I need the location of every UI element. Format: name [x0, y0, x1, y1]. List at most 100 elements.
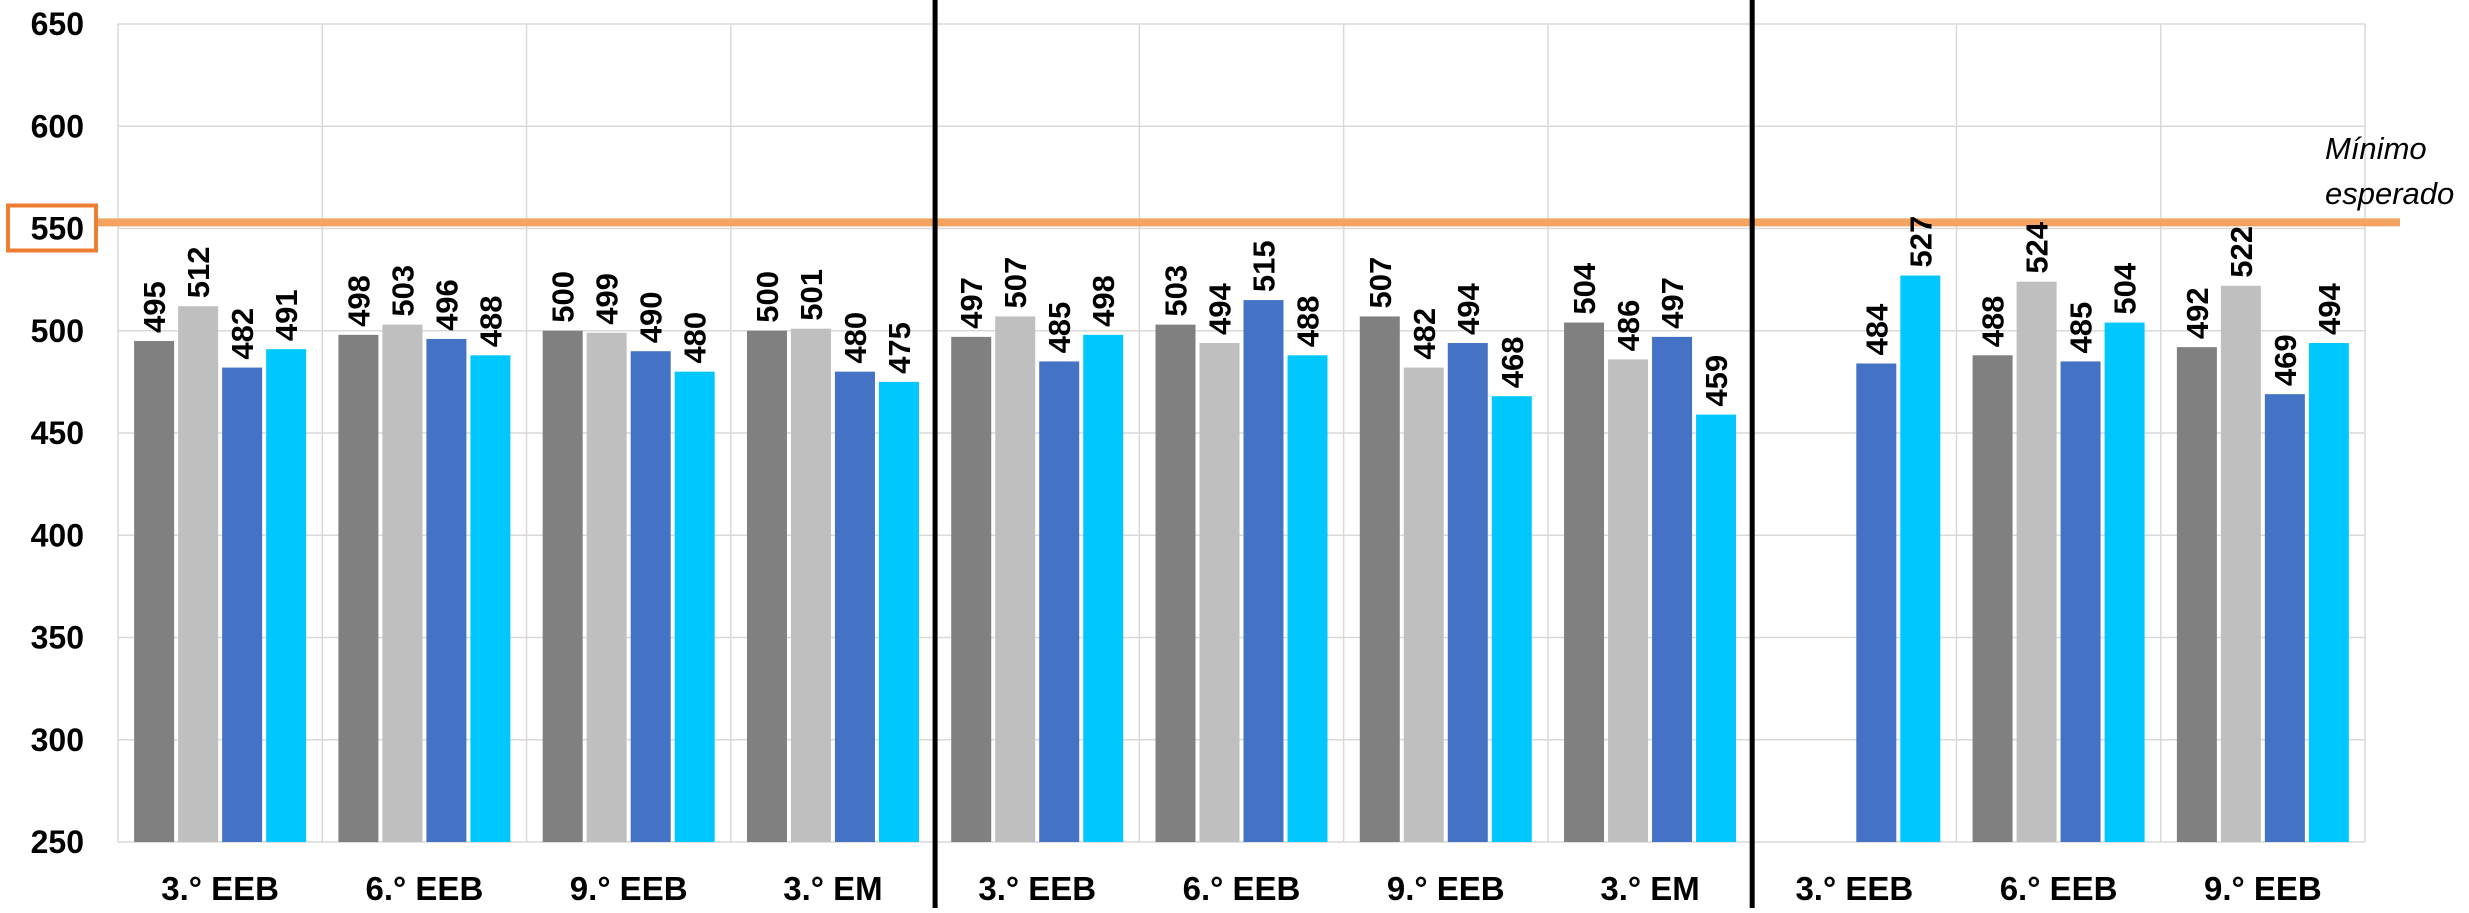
x-category-label: 3.° EEB [978, 870, 1096, 907]
bar [338, 334, 379, 842]
bar [586, 332, 627, 842]
bar-value-label: 512 [181, 246, 216, 298]
bar-value-label: 490 [634, 291, 669, 343]
bar [630, 351, 671, 842]
bar-value-label: 494 [1203, 283, 1238, 335]
y-tick-label: 400 [31, 517, 84, 553]
y-tick-label: 300 [31, 722, 84, 758]
bar [1900, 275, 1941, 842]
highlighted-tick-box [6, 203, 98, 253]
bar [2264, 394, 2305, 842]
bar-value-label: 488 [473, 296, 508, 348]
bar [1972, 355, 2013, 842]
bar [134, 340, 175, 842]
bar [790, 328, 831, 843]
bar [222, 367, 263, 842]
bar-value-label: 503 [385, 265, 420, 317]
bar-value-label: 488 [1291, 296, 1326, 348]
x-category-label: 3.° EM [1600, 870, 1699, 907]
bar [1447, 343, 1488, 842]
bar-value-label: 515 [1247, 240, 1282, 292]
bar [1359, 316, 1400, 842]
bar [1608, 359, 1649, 842]
bar [2016, 281, 2057, 842]
bar-value-label: 480 [678, 312, 713, 364]
bar-value-label: 498 [1086, 275, 1121, 327]
bar-value-label: 504 [2108, 262, 2143, 314]
y-tick-label: 650 [31, 6, 84, 42]
y-tick-label: 500 [31, 313, 84, 349]
threshold-label-line1: Mínimo [2325, 131, 2427, 166]
bar [674, 371, 715, 842]
bar [2308, 343, 2349, 842]
bar [1199, 343, 1240, 842]
bar [1039, 361, 1080, 842]
bar-value-label: 524 [2020, 221, 2055, 273]
bar-value-label: 485 [1042, 302, 1077, 354]
bar-value-label: 492 [2180, 287, 2215, 339]
bar-value-label: 500 [546, 271, 581, 323]
bar-value-label: 497 [954, 277, 989, 329]
x-category-label: 3.° EEB [1795, 870, 1913, 907]
bar-value-label: 491 [269, 289, 304, 341]
bar [1696, 414, 1737, 842]
bar-value-label: 494 [2312, 283, 2347, 335]
bar [542, 330, 583, 842]
bar [1856, 363, 1897, 842]
bar-value-label: 480 [838, 312, 873, 364]
x-category-label: 6.° EEB [2000, 870, 2118, 907]
y-tick-label: 250 [31, 824, 84, 860]
bar-value-label: 496 [429, 279, 464, 331]
bar-value-label: 507 [998, 257, 1033, 309]
separator-layer [932, 0, 1755, 908]
y-tick-label: 450 [31, 415, 84, 451]
bar-value-label: 482 [1407, 308, 1442, 360]
bar [178, 306, 219, 843]
bar-value-label: 469 [2268, 334, 2303, 386]
threshold-label-line2: esperado [2325, 176, 2454, 211]
bar-value-label: 503 [1159, 265, 1194, 317]
bar [834, 371, 875, 842]
bar [1243, 300, 1284, 842]
bar [2176, 347, 2217, 842]
bar-value-label: 495 [137, 281, 172, 333]
bar-value-label: 499 [590, 273, 625, 325]
bar-value-label: 486 [1611, 300, 1646, 352]
bar-value-label: 475 [882, 322, 917, 374]
bar-value-label: 459 [1699, 355, 1734, 407]
bar [1491, 396, 1532, 842]
x-category-label: 9.° EEB [570, 870, 688, 907]
bar [1403, 367, 1444, 842]
bar-value-label: 485 [2064, 302, 2099, 354]
bar-layer [134, 275, 2349, 843]
bar-value-label: 494 [1451, 283, 1486, 335]
bar-value-label: 484 [1859, 303, 1894, 355]
bar [266, 349, 307, 842]
bar-value-label: 501 [794, 269, 829, 321]
bar [2060, 361, 2101, 842]
bar [951, 336, 992, 842]
bar-value-label: 488 [1976, 296, 2011, 348]
label-layer: 250 300 350 400 450 500 550 600 650 495 512 482 491 3… [6, 6, 2454, 907]
bar [2104, 322, 2145, 842]
x-category-label: 6.° EEB [366, 870, 484, 907]
bar-value-label: 482 [225, 308, 260, 360]
bar [426, 338, 467, 842]
bar-value-label: 504 [1567, 262, 1602, 314]
bar [1083, 334, 1124, 842]
bar [470, 355, 511, 842]
y-tick-label: 600 [31, 108, 84, 144]
bar [1155, 324, 1196, 842]
x-category-label: 9.° EEB [1387, 870, 1505, 907]
x-category-label: 6.° EEB [1183, 870, 1301, 907]
bar-value-label: 498 [341, 275, 376, 327]
x-category-label: 3.° EM [783, 870, 882, 907]
bar-value-label: 500 [750, 271, 785, 323]
y-tick-label: 550 [31, 211, 84, 247]
bar [878, 381, 919, 842]
bar-value-label: 507 [1363, 257, 1398, 309]
bar-value-label: 522 [2224, 226, 2259, 278]
bar [1287, 355, 1328, 842]
bar-value-label: 497 [1655, 277, 1690, 329]
